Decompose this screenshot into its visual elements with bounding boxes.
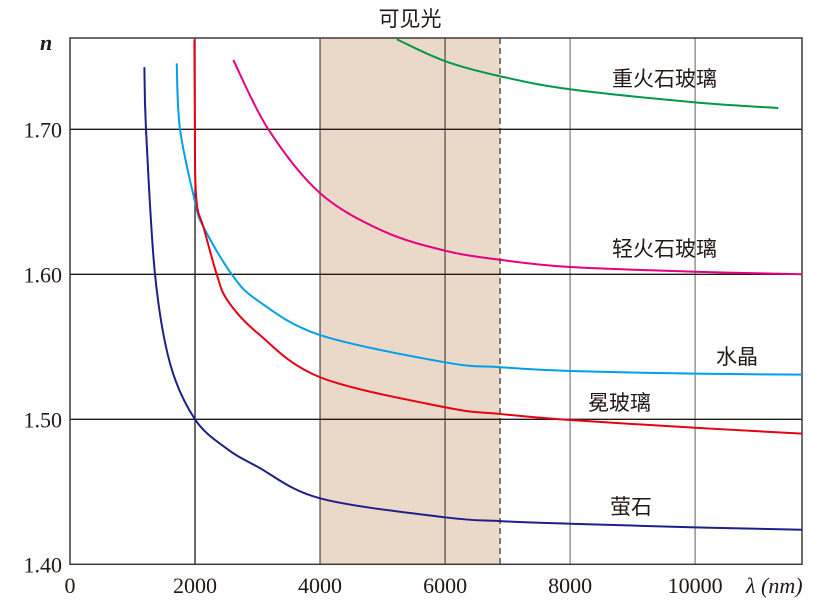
visible-light-band xyxy=(320,38,501,565)
chart-title: 可见光 xyxy=(379,7,442,31)
series-label-heavy-flint-glass: 重火石玻璃 xyxy=(612,67,717,91)
y-tick-label: 1.50 xyxy=(24,407,63,432)
x-tick-label: 10000 xyxy=(668,573,723,598)
x-tick-label: 0 xyxy=(65,573,76,598)
y-tick-label: 1.70 xyxy=(24,117,63,142)
series-label-light-flint-glass: 轻火石玻璃 xyxy=(612,237,717,261)
x-tick-label: 2000 xyxy=(173,573,217,598)
plot-frame xyxy=(69,37,803,566)
series-line-fluorite xyxy=(143,67,803,531)
y-tick-label: 1.40 xyxy=(24,552,63,577)
series-line-heavy-flint-glass xyxy=(396,38,779,109)
series-line-light-flint-glass xyxy=(232,59,803,276)
series-line-quartz xyxy=(175,63,803,376)
series-label-fluorite: 萤石 xyxy=(610,495,652,519)
y-axis-label: n xyxy=(40,30,52,55)
series-label-quartz: 水晶 xyxy=(716,345,758,369)
series-label-crown-glass: 冕玻璃 xyxy=(588,391,651,415)
x-tick-label: 8000 xyxy=(548,573,592,598)
x-tick-label: 4000 xyxy=(298,573,342,598)
series-line-crown-glass xyxy=(193,39,803,435)
y-tick-label: 1.60 xyxy=(24,262,63,287)
x-tick-label: 6000 xyxy=(423,573,467,598)
x-axis-label: λ (nm) xyxy=(745,573,803,598)
